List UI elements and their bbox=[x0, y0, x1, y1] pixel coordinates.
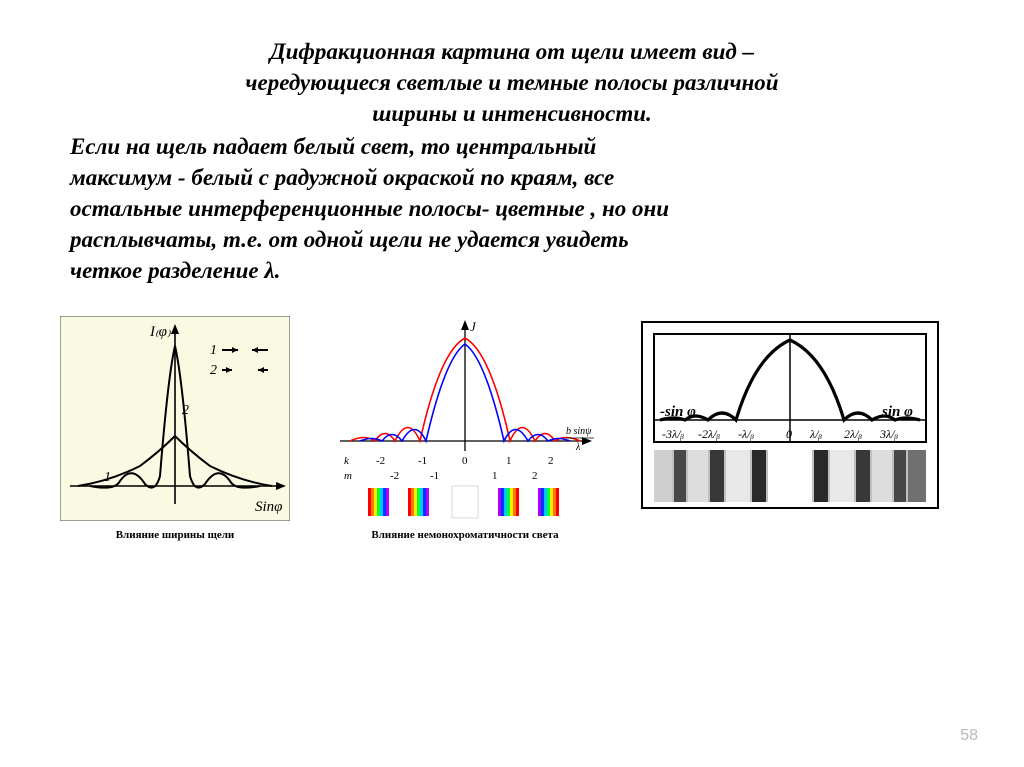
fig3-t-l1: -λ/ᵦ bbox=[738, 427, 755, 441]
fig2-m-0: -2 bbox=[390, 470, 399, 482]
fig1-legend-1: 1 bbox=[210, 343, 217, 358]
fig2-k-3: 1 bbox=[506, 455, 512, 467]
fig1-y-label: I₍φ₎ bbox=[149, 324, 171, 340]
figures-row: I₍φ₎ Sinφ 1 2 2 1 Влияние ширины щели bbox=[0, 286, 1024, 541]
fig2-k-0: -2 bbox=[376, 455, 385, 467]
fig2-m-label: m bbox=[344, 470, 352, 482]
fig1-legend-2: 2 bbox=[210, 363, 217, 378]
fig3-chart: -sin φ sin φ -3λ/ᵦ -2λ/ᵦ -λ/ᵦ 0 λ/ᵦ 2λ/ᵦ… bbox=[640, 316, 940, 516]
fig2-k-1: -1 bbox=[418, 455, 427, 467]
fig3-right-label: sin φ bbox=[881, 404, 913, 420]
para-line-2: максимум - белый с радужной окраской по … bbox=[70, 162, 954, 193]
paragraph: Если на щель падает белый свет, то центр… bbox=[0, 129, 1024, 286]
fig3-t-r1: λ/ᵦ bbox=[809, 427, 823, 441]
fig1-curve-2: 2 bbox=[182, 403, 189, 418]
para-line-3: остальные интерференционные полосы- цвет… bbox=[70, 193, 954, 224]
fig2-xlabel-top: b sinψ bbox=[566, 426, 592, 437]
fig1-chart: I₍φ₎ Sinφ 1 2 2 1 bbox=[60, 316, 290, 521]
figure-2: J b sinψ λ k -2 -1 0 1 2 m -2 -1 1 2 bbox=[330, 316, 600, 541]
fig3-t-l2: -2λ/ᵦ bbox=[698, 427, 721, 441]
fig2-m-2: 1 bbox=[492, 470, 498, 482]
fig1-caption: Влияние ширины щели bbox=[116, 529, 235, 541]
fig2-xlabel-bot: λ bbox=[575, 442, 581, 453]
page-number: 58 bbox=[960, 727, 978, 745]
fig2-k-4: 2 bbox=[548, 455, 554, 467]
para-line-4: расплывчаты, т.е. от одной щели не удает… bbox=[70, 224, 954, 255]
title-line-2: чередующиеся светлые и темные полосы раз… bbox=[90, 67, 934, 98]
title-line-1: Дифракционная картина от щели имеет вид … bbox=[90, 36, 934, 67]
fig1-x-label: Sinφ bbox=[255, 499, 282, 515]
fig3-left-label: -sin φ bbox=[660, 404, 696, 420]
para-line-5: четкое разделение λ. bbox=[70, 255, 954, 286]
para-line-1: Если на щель падает белый свет, то центр… bbox=[70, 131, 954, 162]
fig2-k-2: 0 bbox=[462, 455, 468, 467]
fig2-m-1: -1 bbox=[430, 470, 439, 482]
fig2-chart: J b sinψ λ k -2 -1 0 1 2 m -2 -1 1 2 bbox=[330, 316, 600, 521]
fig3-t-l3: -3λ/ᵦ bbox=[662, 427, 685, 441]
title-line-3: ширины и интенсивности. bbox=[90, 98, 934, 129]
fig3-t-r2: 2λ/ᵦ bbox=[844, 427, 863, 441]
figure-1: I₍φ₎ Sinφ 1 2 2 1 Влияние ширины щели bbox=[60, 316, 290, 541]
fig2-caption: Влияние немонохроматичности света bbox=[371, 529, 558, 541]
slide-title: Дифракционная картина от щели имеет вид … bbox=[0, 0, 1024, 129]
fig1-curve-1: 1 bbox=[104, 470, 111, 485]
figure-3: -sin φ sin φ -3λ/ᵦ -2λ/ᵦ -λ/ᵦ 0 λ/ᵦ 2λ/ᵦ… bbox=[640, 316, 940, 516]
fig2-m-3: 2 bbox=[532, 470, 538, 482]
fig3-t-0: 0 bbox=[786, 427, 792, 441]
fig3-t-r3: 3λ/ᵦ bbox=[879, 427, 899, 441]
